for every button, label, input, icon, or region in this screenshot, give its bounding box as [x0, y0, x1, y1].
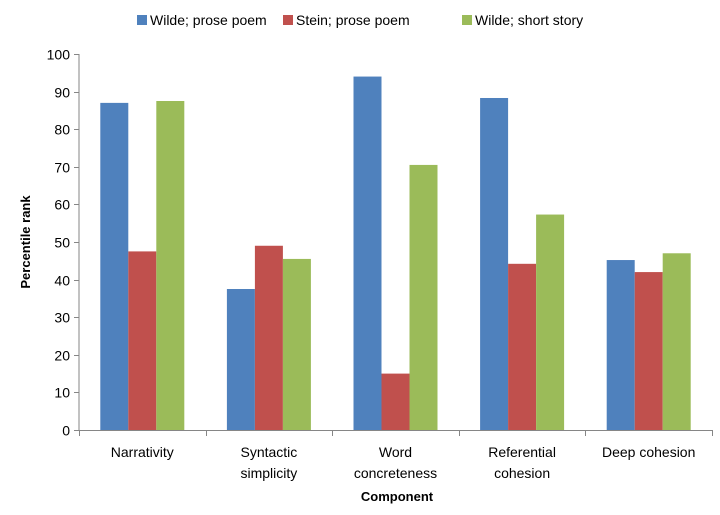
- legend: Wilde; prose poem Stein; prose poem Wilde;…: [137, 12, 583, 28]
- x-tick-label: concreteness: [354, 465, 437, 481]
- x-tick-label: Referential: [488, 444, 556, 460]
- x-tick-label: Word: [379, 444, 412, 460]
- bar: [480, 97, 509, 430]
- bar: [536, 214, 565, 430]
- bar: [409, 164, 438, 431]
- bar: [634, 272, 663, 430]
- x-axis: Narrativity Syntactic simplicity Word concre…: [79, 430, 713, 481]
- legend-label: Wilde; prose poem: [150, 12, 267, 28]
- y-tick-label: 80: [54, 122, 70, 138]
- legend-swatch: [137, 15, 147, 25]
- bar: [254, 245, 283, 430]
- y-tick-label: 10: [54, 385, 70, 401]
- y-tick-label: 70: [54, 160, 70, 176]
- x-axis-title: Component: [361, 489, 434, 504]
- legend-label: Stein; prose poem: [296, 12, 410, 28]
- y-axis: 0 10 20 30 40 50 60 70 80 90 100: [47, 47, 80, 439]
- y-tick-label: 100: [47, 47, 71, 63]
- y-axis-title: Percentile rank: [18, 195, 33, 289]
- x-tick-label: Narrativity: [111, 444, 174, 460]
- bar: [662, 253, 691, 430]
- x-tick-label: cohesion: [494, 465, 550, 481]
- bar: [156, 101, 185, 430]
- x-tick-label: Syntactic: [240, 444, 297, 460]
- bar: [353, 76, 382, 430]
- plot-area: [100, 76, 691, 431]
- y-tick-label: 30: [54, 310, 70, 326]
- legend-swatch: [462, 15, 472, 25]
- legend-swatch: [283, 15, 293, 25]
- x-tick-label: simplicity: [241, 465, 298, 481]
- bar: [100, 102, 129, 430]
- y-tick-label: 50: [54, 235, 70, 251]
- legend-label: Wilde; short story: [475, 12, 583, 28]
- bar: [606, 260, 635, 430]
- y-tick-label: 40: [54, 273, 70, 289]
- y-tick-label: 90: [54, 85, 70, 101]
- y-tick-label: 60: [54, 197, 70, 213]
- bar: [128, 251, 157, 430]
- y-tick-label: 20: [54, 348, 70, 364]
- bar: [226, 289, 255, 430]
- x-tick-label: Deep cohesion: [602, 444, 695, 460]
- bar: [282, 258, 311, 430]
- y-tick-label: 0: [62, 423, 70, 439]
- bar: [381, 373, 410, 430]
- bar: [508, 263, 537, 430]
